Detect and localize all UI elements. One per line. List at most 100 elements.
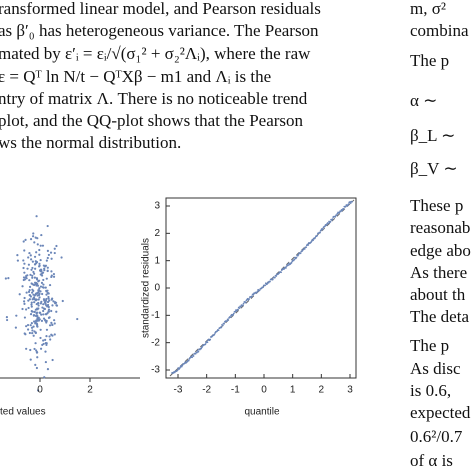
scatter-point xyxy=(47,295,50,299)
scatter-point xyxy=(36,294,39,297)
qq-point xyxy=(187,359,190,362)
qq-point xyxy=(262,286,264,289)
scatter-point xyxy=(24,308,28,311)
qq-point xyxy=(264,284,267,287)
scatter-point xyxy=(38,296,41,299)
qq-point xyxy=(293,258,296,261)
text-line: of α is xyxy=(410,451,453,470)
scatter-point xyxy=(40,274,44,277)
scatter-point xyxy=(49,251,53,254)
scatter-point xyxy=(44,338,47,341)
text-line: As there xyxy=(410,263,467,282)
scatter-point xyxy=(28,285,32,288)
scatter-point xyxy=(32,283,36,287)
qq-point xyxy=(344,205,347,208)
text-line: combina xyxy=(410,21,469,40)
scatter-point xyxy=(42,264,45,267)
qq-point xyxy=(234,310,237,313)
text-line: These p xyxy=(410,196,463,215)
scatter-point xyxy=(38,248,41,252)
qq-point xyxy=(213,333,216,336)
scatter-point xyxy=(47,308,51,311)
scatter-point xyxy=(42,303,45,306)
scatter-point xyxy=(33,310,36,313)
scatter-point xyxy=(22,240,25,243)
scatter-point xyxy=(42,278,45,282)
scatter-point xyxy=(23,278,27,281)
scatter-point xyxy=(24,238,27,241)
scatter-point xyxy=(45,277,48,280)
scatter-point xyxy=(39,336,42,340)
scatter-point xyxy=(37,389,40,392)
qq-point xyxy=(287,264,289,267)
scatter-point xyxy=(50,257,53,260)
scatter-point xyxy=(45,297,48,301)
scatter-point xyxy=(34,262,38,265)
scatter-point xyxy=(44,342,47,345)
scatter-point xyxy=(42,283,45,286)
qq-point xyxy=(327,222,330,225)
scatter-point xyxy=(55,310,58,313)
y-tick-label: -1 xyxy=(151,310,160,321)
qq-point xyxy=(251,295,253,298)
scatter-point xyxy=(49,338,52,341)
scatter-point xyxy=(52,300,55,303)
scatter-point xyxy=(37,279,41,282)
qq-point xyxy=(299,252,302,255)
scatter-point xyxy=(51,358,54,362)
text-line: The deta xyxy=(410,307,469,326)
scatter-point xyxy=(27,306,30,310)
qq-point xyxy=(334,215,337,218)
qq-point xyxy=(316,234,319,237)
scatter-point xyxy=(40,269,43,273)
scatter-point xyxy=(30,268,33,271)
qq-point xyxy=(176,369,179,372)
scatter-point xyxy=(50,309,53,313)
scatter-point xyxy=(43,299,46,302)
qq-point xyxy=(275,275,278,277)
qq-point xyxy=(273,276,276,279)
scatter-point xyxy=(22,259,25,262)
scatter-point xyxy=(22,266,25,270)
qq-point xyxy=(271,278,274,281)
scatter-point xyxy=(23,296,26,300)
y-label: standardized residuals xyxy=(141,238,152,338)
scatter-point xyxy=(46,269,49,273)
scatter-point xyxy=(34,236,37,239)
scatter-point xyxy=(40,233,43,237)
y-tick-label: 0 xyxy=(154,283,160,294)
scatter-point xyxy=(45,335,48,338)
scatter-point xyxy=(54,302,57,305)
y-tick-label: 1 xyxy=(154,255,160,266)
scatter-point xyxy=(38,264,41,267)
text-line: edge abo xyxy=(410,241,471,260)
scatter-point xyxy=(35,251,38,254)
qq-point xyxy=(196,351,198,354)
qq-point xyxy=(258,289,261,292)
scatter-point xyxy=(53,319,56,322)
qq-point xyxy=(347,203,350,206)
scatter-point xyxy=(52,275,56,278)
scatter-point xyxy=(25,347,28,350)
scatter-point xyxy=(38,253,41,256)
x-tick-label: -1 xyxy=(231,385,240,396)
qq-point xyxy=(285,266,287,269)
qq-point xyxy=(331,218,334,221)
scatter-point xyxy=(34,342,37,345)
text-line: As disc xyxy=(410,359,461,378)
qq-point xyxy=(197,350,200,353)
x-tick-label: 0 xyxy=(261,385,267,396)
scatter-point xyxy=(28,288,31,292)
scatter-point xyxy=(34,363,37,366)
scatter-point xyxy=(27,263,30,266)
text-line: β_V ∼ xyxy=(410,159,458,178)
scatter-point xyxy=(53,333,56,336)
scatter-point xyxy=(46,368,50,371)
qq-point xyxy=(232,312,235,315)
scatter-point xyxy=(32,232,35,235)
scatter-point xyxy=(31,329,34,332)
qq-point xyxy=(204,343,207,346)
scatter-point xyxy=(46,305,49,308)
scatter-point xyxy=(32,289,35,292)
scatter-point xyxy=(28,251,31,255)
